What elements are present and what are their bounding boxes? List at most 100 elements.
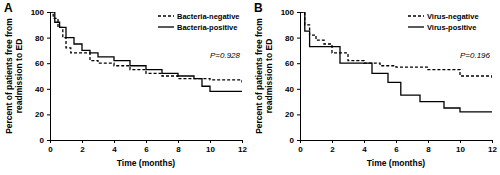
tick-mark <box>460 140 461 143</box>
tick: 0 <box>40 136 50 145</box>
legend-label: Bacteria-negative <box>177 12 240 21</box>
tick: 60 <box>285 59 300 68</box>
tick: 20 <box>285 110 300 119</box>
axis-line <box>301 141 493 144</box>
tick: 0 <box>48 140 53 154</box>
tick-mark <box>364 140 365 143</box>
tick-mark <box>396 140 397 143</box>
tick-mark <box>47 63 50 64</box>
x-axis-title: Time (months) <box>367 158 426 168</box>
tick-label: 80 <box>285 34 294 43</box>
tick-label: 0 <box>48 145 53 154</box>
tick-label: 80 <box>35 34 44 43</box>
panel-title: B <box>254 1 263 15</box>
tick-mark <box>47 114 50 115</box>
tick-label: 100 <box>281 8 295 17</box>
legend-swatch <box>158 26 174 27</box>
y-axis-title-line: Percent of patients free from <box>254 18 264 134</box>
series-line <box>50 12 242 91</box>
tick-label: 60 <box>35 59 44 68</box>
legend-swatch <box>408 26 424 27</box>
tick: 60 <box>35 59 50 68</box>
tick-label: 0 <box>290 136 295 145</box>
tick-label: 10 <box>456 145 465 154</box>
panel-title: A <box>4 1 13 15</box>
tick-label: 100 <box>31 8 45 17</box>
tick-label: 8 <box>176 145 181 154</box>
y-axis-title-line: Percent of patients free from <box>4 18 14 134</box>
y-axis-title-line: readmission to ED <box>14 39 24 114</box>
tick-label: 6 <box>394 145 399 154</box>
tick-mark <box>47 140 50 141</box>
tick-mark <box>297 63 300 64</box>
tick-label: 2 <box>80 145 85 154</box>
legend-label: Virus-positive <box>427 23 476 32</box>
tick-mark <box>82 140 83 143</box>
annotation: P=0.196 <box>460 51 491 60</box>
tick-label: 4 <box>112 145 117 154</box>
tick: 6 <box>144 140 149 154</box>
annotation: P=0.928 <box>210 51 241 60</box>
tick-mark <box>297 38 300 39</box>
tick: 6 <box>394 140 399 154</box>
tick: 80 <box>285 34 300 43</box>
tick: 100 <box>31 8 50 17</box>
tick: 12 <box>488 140 497 154</box>
tick: 100 <box>281 8 300 17</box>
tick: 10 <box>206 140 215 154</box>
tick: 0 <box>290 136 300 145</box>
tick-mark <box>178 140 179 143</box>
tick: 80 <box>35 34 50 43</box>
legend: Bacteria-negative Bacteria-positive <box>158 12 240 32</box>
tick-mark <box>297 12 300 13</box>
legend-swatch <box>408 15 424 16</box>
tick: 4 <box>112 140 117 154</box>
tick-mark <box>47 89 50 90</box>
y-axis-title: Percent of patients free fromreadmission… <box>254 18 274 134</box>
legend: Virus-negativeVirus-positive <box>408 12 479 32</box>
tick-mark <box>492 140 493 143</box>
tick: 40 <box>285 85 300 94</box>
y-axis: 0 20 40 60 80 100 <box>31 8 51 145</box>
tick: 40 <box>35 85 50 94</box>
tick-label: 20 <box>35 110 44 119</box>
tick-label: 0 <box>298 145 303 154</box>
tick-mark <box>47 12 50 13</box>
tick-label: 4 <box>362 145 367 154</box>
tick: 8 <box>176 140 181 154</box>
tick: 2 <box>80 140 85 154</box>
axis-line <box>51 141 243 144</box>
tick: 12 <box>238 140 247 154</box>
tick-mark <box>114 140 115 143</box>
tick-label: 60 <box>285 59 294 68</box>
x-axis: 0 2 4 6 8 10 12 <box>48 140 247 154</box>
tick-mark <box>428 140 429 143</box>
tick-mark <box>210 140 211 143</box>
y-axis-title-line: readmission to ED <box>264 39 274 114</box>
tick-label: 8 <box>426 145 431 154</box>
legend-label: Bacteria-positive <box>177 23 237 32</box>
series-line <box>300 12 492 112</box>
figure: 024681012020406080100ATime (months)Perce… <box>0 0 500 175</box>
plot-area <box>300 12 492 112</box>
panel: 0 2 4 6 8 10 12 0 20 40 60 80 100 B Time (months) Perce… <box>254 1 497 168</box>
tick-label: 20 <box>285 110 294 119</box>
tick-mark <box>297 140 300 141</box>
tick-label: 12 <box>488 145 497 154</box>
series-line <box>50 12 242 82</box>
tick-label: 6 <box>144 145 149 154</box>
tick-mark <box>297 89 300 90</box>
x-axis: 0 2 4 6 8 10 12 <box>298 140 497 154</box>
y-axis-title: Percent of patients free fromreadmission… <box>4 18 24 134</box>
plot-area <box>50 12 242 91</box>
x-axis-title: Time (months) <box>117 158 176 168</box>
axis-line <box>47 13 51 141</box>
tick: 2 <box>330 140 335 154</box>
panel: 0 2 4 6 8 10 12 0 20 40 60 80 100 A Time (months) Perce… <box>4 1 247 168</box>
tick: 4 <box>362 140 367 154</box>
tick-mark <box>332 140 333 143</box>
tick-label: 40 <box>35 85 44 94</box>
tick-label: 10 <box>206 145 215 154</box>
tick-mark <box>297 114 300 115</box>
tick-label: 2 <box>330 145 335 154</box>
